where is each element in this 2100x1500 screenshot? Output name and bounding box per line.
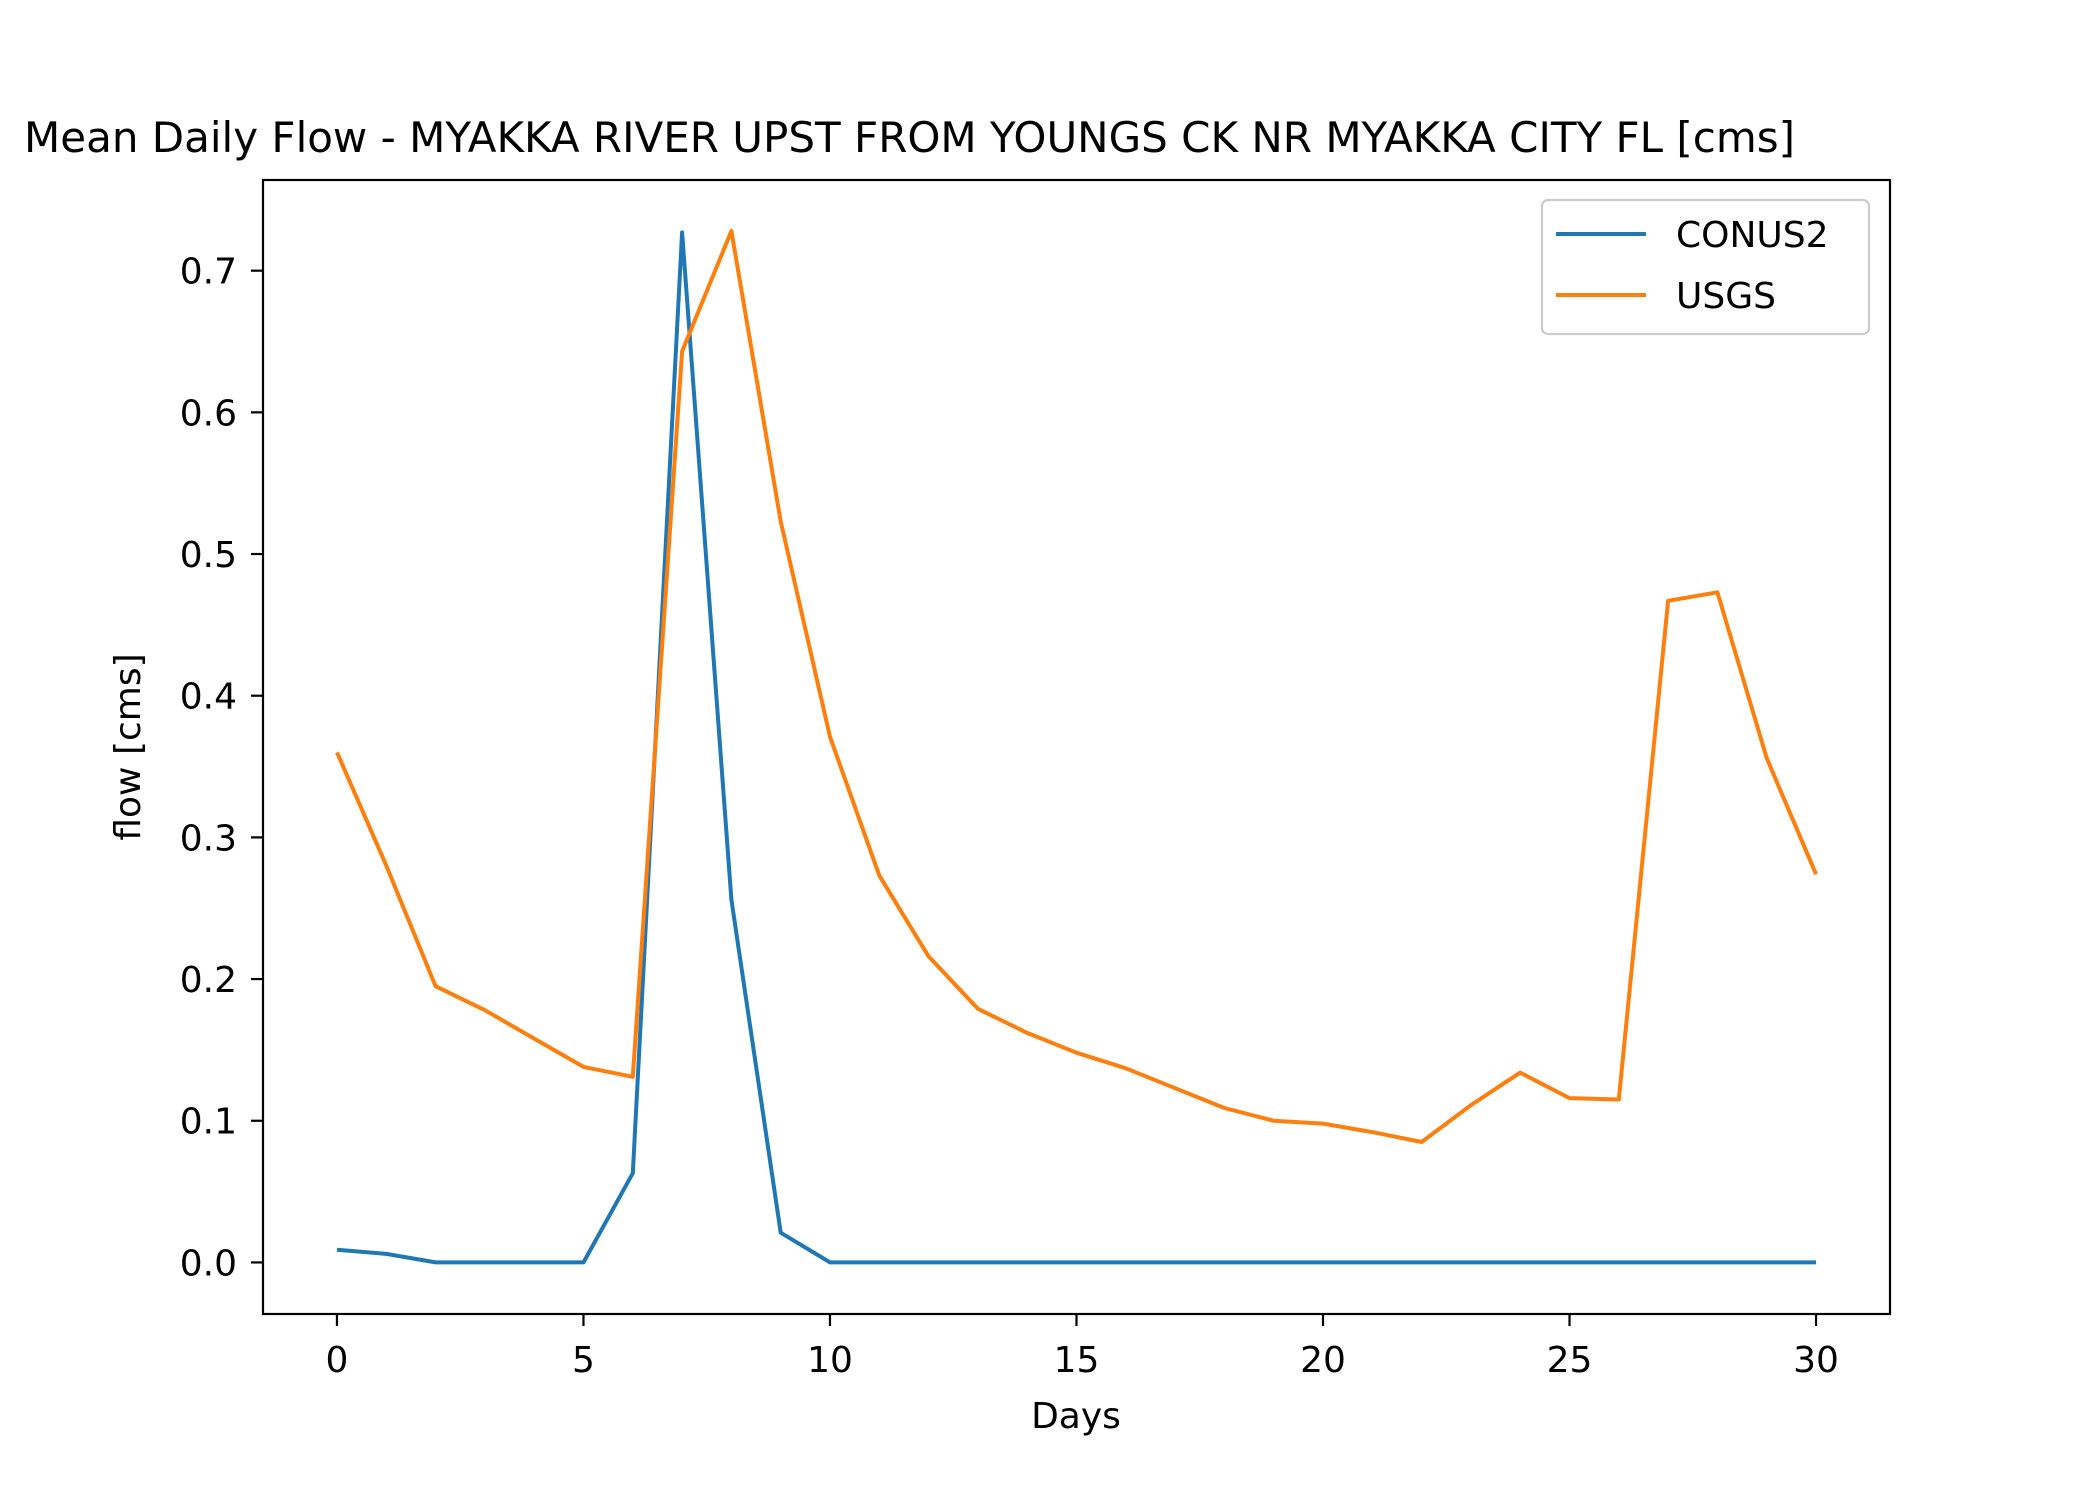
legend-label-usgs: USGS [1676, 276, 1776, 317]
x-tick-label: 20 [1300, 1340, 1346, 1381]
plot-area [263, 180, 1890, 1314]
plot-background [263, 180, 1890, 1314]
x-tick-label: 5 [572, 1340, 595, 1381]
x-tick-label: 15 [1054, 1340, 1100, 1381]
y-tick-label: 0.2 [180, 960, 237, 1001]
y-tick-label: 0.4 [180, 677, 237, 718]
legend: CONUS2 USGS [1540, 198, 1871, 336]
series-line-conus2 [336, 230, 1816, 1265]
x-tick-label: 25 [1547, 1340, 1593, 1381]
y-axis: 0.0 0.1 0.2 0.3 0.4 0.5 0.6 0.7 [180, 252, 263, 1284]
chart-title: Mean Daily Flow - MYAKKA RIVER UPST FROM… [24, 113, 1795, 162]
y-tick-label: 0.1 [180, 1102, 237, 1143]
y-axis-label: flow [cms] [108, 653, 149, 840]
legend-label-conus2: CONUS2 [1676, 215, 1829, 256]
x-axis-label: Days [1031, 1396, 1121, 1437]
y-tick-label: 0.5 [180, 535, 237, 576]
x-tick-label: 30 [1793, 1340, 1839, 1381]
series-line-usgs [335, 229, 1818, 1144]
y-tick-label: 0.6 [180, 393, 237, 434]
y-tick-label: 0.0 [180, 1243, 237, 1284]
series-lines [335, 229, 1818, 1265]
y-tick-label: 0.7 [180, 252, 237, 293]
y-tick-label: 0.3 [180, 818, 237, 859]
x-axis: 0 5 10 15 20 25 30 [326, 1314, 1839, 1381]
x-tick-label: 10 [807, 1340, 853, 1381]
plot-frame [261, 178, 1892, 1316]
x-tick-label: 0 [326, 1340, 349, 1381]
